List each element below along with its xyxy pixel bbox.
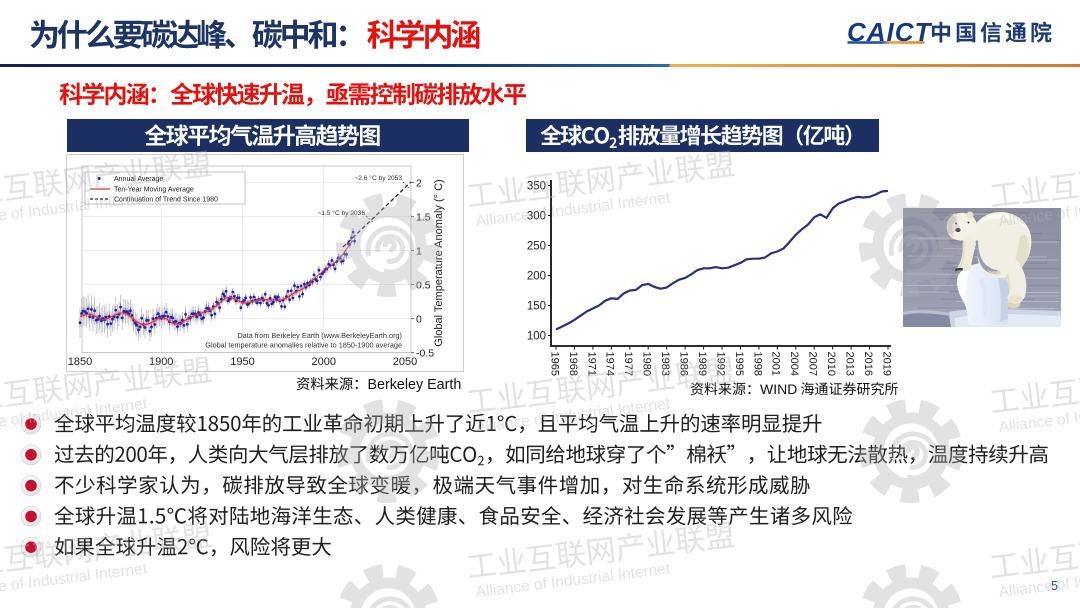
svg-text:150: 150 — [527, 301, 546, 313]
svg-text:Berkeley Earth: Berkeley Earth — [368, 377, 462, 393]
svg-text:1968: 1968 — [567, 352, 579, 376]
svg-text:Global temperature anomalies r: Global temperature anomalies relative to… — [205, 341, 402, 350]
svg-text:1850: 1850 — [68, 356, 92, 368]
svg-text:~1.5 °C by 2036: ~1.5 °C by 2036 — [317, 209, 365, 217]
svg-text:2010: 2010 — [825, 352, 837, 376]
svg-text:Global Temperature Anomaly (°: Global Temperature Anomaly (° C) — [433, 179, 445, 346]
svg-text:2013: 2013 — [844, 352, 856, 376]
svg-text:Continuation of Trend Since 19: Continuation of Trend Since 1980 — [114, 197, 218, 204]
svg-text:2050: 2050 — [393, 356, 417, 368]
svg-text:2000: 2000 — [312, 356, 336, 368]
svg-text:1980: 1980 — [641, 352, 653, 376]
svg-text:2007: 2007 — [807, 352, 819, 376]
svg-text:1971: 1971 — [585, 352, 597, 376]
svg-text:1965: 1965 — [548, 352, 560, 376]
svg-text:WIND: WIND — [760, 381, 797, 397]
svg-text:1998: 1998 — [751, 352, 763, 376]
svg-text:100: 100 — [527, 331, 546, 343]
svg-text:1995: 1995 — [733, 352, 745, 376]
svg-text:250: 250 — [527, 241, 546, 253]
svg-text:2004: 2004 — [788, 352, 800, 376]
svg-text:200: 200 — [527, 271, 546, 283]
svg-text:-0.5: -0.5 — [416, 347, 434, 359]
svg-text:2001: 2001 — [770, 352, 782, 376]
svg-text:Data from Berkeley Earth (www.: Data from Berkeley Earth (www.BerkeleyEa… — [237, 331, 402, 340]
svg-text:2019: 2019 — [880, 352, 892, 376]
svg-text:Ten-Year Moving Average: Ten-Year Moving Average — [114, 187, 194, 194]
svg-text:~2.6 °C by 2053: ~2.6 °C by 2053 — [354, 174, 402, 182]
svg-text:1974: 1974 — [604, 352, 616, 376]
svg-text:0: 0 — [416, 313, 422, 325]
svg-text:Annual Average: Annual Average — [114, 176, 163, 183]
svg-text:1977: 1977 — [622, 352, 634, 376]
svg-text:2: 2 — [416, 177, 422, 189]
svg-text:2016: 2016 — [862, 352, 874, 376]
svg-text:1989: 1989 — [696, 352, 708, 376]
svg-text:1950: 1950 — [230, 356, 254, 368]
